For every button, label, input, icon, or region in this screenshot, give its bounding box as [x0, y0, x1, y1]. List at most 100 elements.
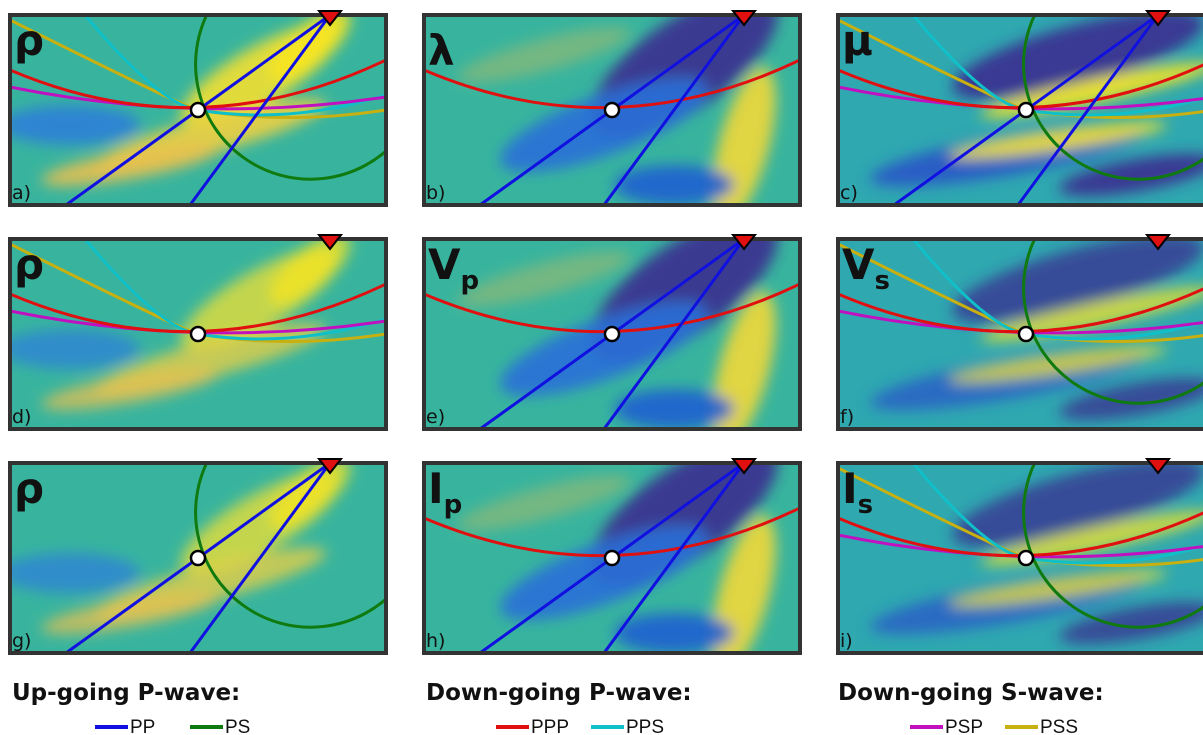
source	[1144, 10, 1172, 27]
panel-label: g)	[12, 630, 31, 652]
legend-title: Up-going P-wave:	[12, 680, 240, 706]
panel: ρ g)	[8, 458, 388, 655]
kernel-blob	[949, 569, 1167, 607]
panel: ρ d)	[8, 234, 388, 431]
frame	[422, 461, 802, 655]
ray-path	[1022, 463, 1203, 629]
kernel-blob	[10, 329, 140, 369]
ray-path	[1022, 239, 1203, 405]
kernel-blob	[949, 121, 1167, 159]
frame	[422, 237, 802, 431]
scatter-point	[189, 101, 207, 119]
kernel-blob	[1059, 153, 1203, 197]
legend-entry: PSS	[1040, 717, 1078, 735]
panel-label: d)	[12, 406, 31, 428]
frame	[836, 461, 1203, 655]
kernel-blob	[456, 27, 632, 83]
symbol: ρ	[14, 16, 44, 65]
symbol: I	[842, 464, 858, 513]
kernel-blob	[269, 463, 351, 529]
legend-title: Down-going P-wave:	[426, 680, 692, 706]
panel: ρ a)	[8, 10, 388, 207]
subscript: s	[858, 490, 873, 520]
kernel-blob	[614, 389, 734, 429]
kernel-blob	[456, 475, 632, 531]
legend-entry: PS	[225, 717, 250, 735]
legend-entry: PPS	[626, 717, 664, 735]
panel-label: a)	[12, 182, 31, 204]
panel-symbol: Is	[842, 464, 873, 520]
kernel-field	[10, 463, 351, 634]
kernel-blob	[980, 286, 1203, 342]
kernel-blob	[41, 368, 219, 410]
panel-image	[10, 239, 386, 429]
kernel-field	[870, 15, 1203, 197]
legend-entry: PPP	[531, 717, 569, 735]
panel-label: f)	[840, 406, 854, 428]
panel-symbol: μ	[842, 16, 873, 65]
kernel-field	[10, 239, 351, 410]
kernel-field	[456, 15, 778, 205]
panel: Ip h)	[422, 458, 802, 655]
kernel-blob	[952, 239, 1203, 324]
subscript: p	[461, 266, 480, 296]
symbol: λ	[428, 26, 455, 75]
panel-symbol: Ip	[428, 464, 462, 520]
panel-symbol: ρ	[14, 464, 44, 513]
panel-symbol: ρ	[14, 16, 44, 65]
panel-image	[838, 15, 1203, 205]
panel: Vs f)	[836, 234, 1203, 431]
kernel-field	[870, 239, 1203, 421]
panel-symbol: Vp	[428, 240, 479, 296]
panel-label: i)	[840, 630, 853, 652]
panel-label: c)	[840, 182, 858, 204]
legend-entry: PP	[130, 717, 155, 735]
symbol: ρ	[14, 464, 44, 513]
scatter-point	[189, 325, 207, 343]
frame	[422, 13, 802, 207]
panel-image	[424, 239, 800, 429]
source	[1144, 234, 1172, 251]
panel-image	[838, 239, 1203, 429]
kernel-blob	[269, 239, 351, 305]
kernel-blob	[500, 77, 708, 173]
frame	[8, 13, 388, 207]
panel-image	[424, 463, 800, 653]
frame	[8, 461, 388, 655]
kernel-field	[456, 239, 778, 429]
panel: Vp e)	[422, 234, 802, 431]
kernel-blob	[952, 463, 1203, 548]
kernel-blob	[949, 345, 1167, 383]
scatter-point	[603, 101, 621, 119]
kernel-blob	[614, 613, 734, 653]
scatter-point	[189, 549, 207, 567]
panel-symbol: Vs	[842, 240, 890, 296]
panel: μ c)	[836, 10, 1203, 207]
kernel-blob	[952, 15, 1203, 100]
kernel-field	[456, 463, 778, 653]
ray-path	[1022, 15, 1203, 181]
kernel-blob	[456, 251, 632, 307]
kernel-blob	[41, 592, 219, 634]
source	[730, 458, 758, 475]
panel-symbol: ρ	[14, 240, 44, 289]
panel: λ b)	[422, 10, 802, 207]
panel-label: h)	[426, 630, 445, 652]
kernel-blob	[10, 553, 140, 593]
kernel-blob	[41, 144, 219, 186]
panel-image	[838, 463, 1203, 653]
kernel-blob	[500, 301, 708, 397]
kernel-blob	[614, 165, 734, 205]
scatter-point	[1017, 325, 1035, 343]
scatter-point	[603, 325, 621, 343]
source	[730, 234, 758, 251]
panel-image	[424, 15, 800, 205]
panel-label: e)	[426, 406, 445, 428]
ray-path	[194, 463, 386, 629]
kernel-blob	[980, 510, 1203, 566]
kernel-blob	[1059, 377, 1203, 421]
panel-label: b)	[426, 182, 445, 204]
source	[316, 10, 344, 27]
scatter-point	[1017, 549, 1035, 567]
